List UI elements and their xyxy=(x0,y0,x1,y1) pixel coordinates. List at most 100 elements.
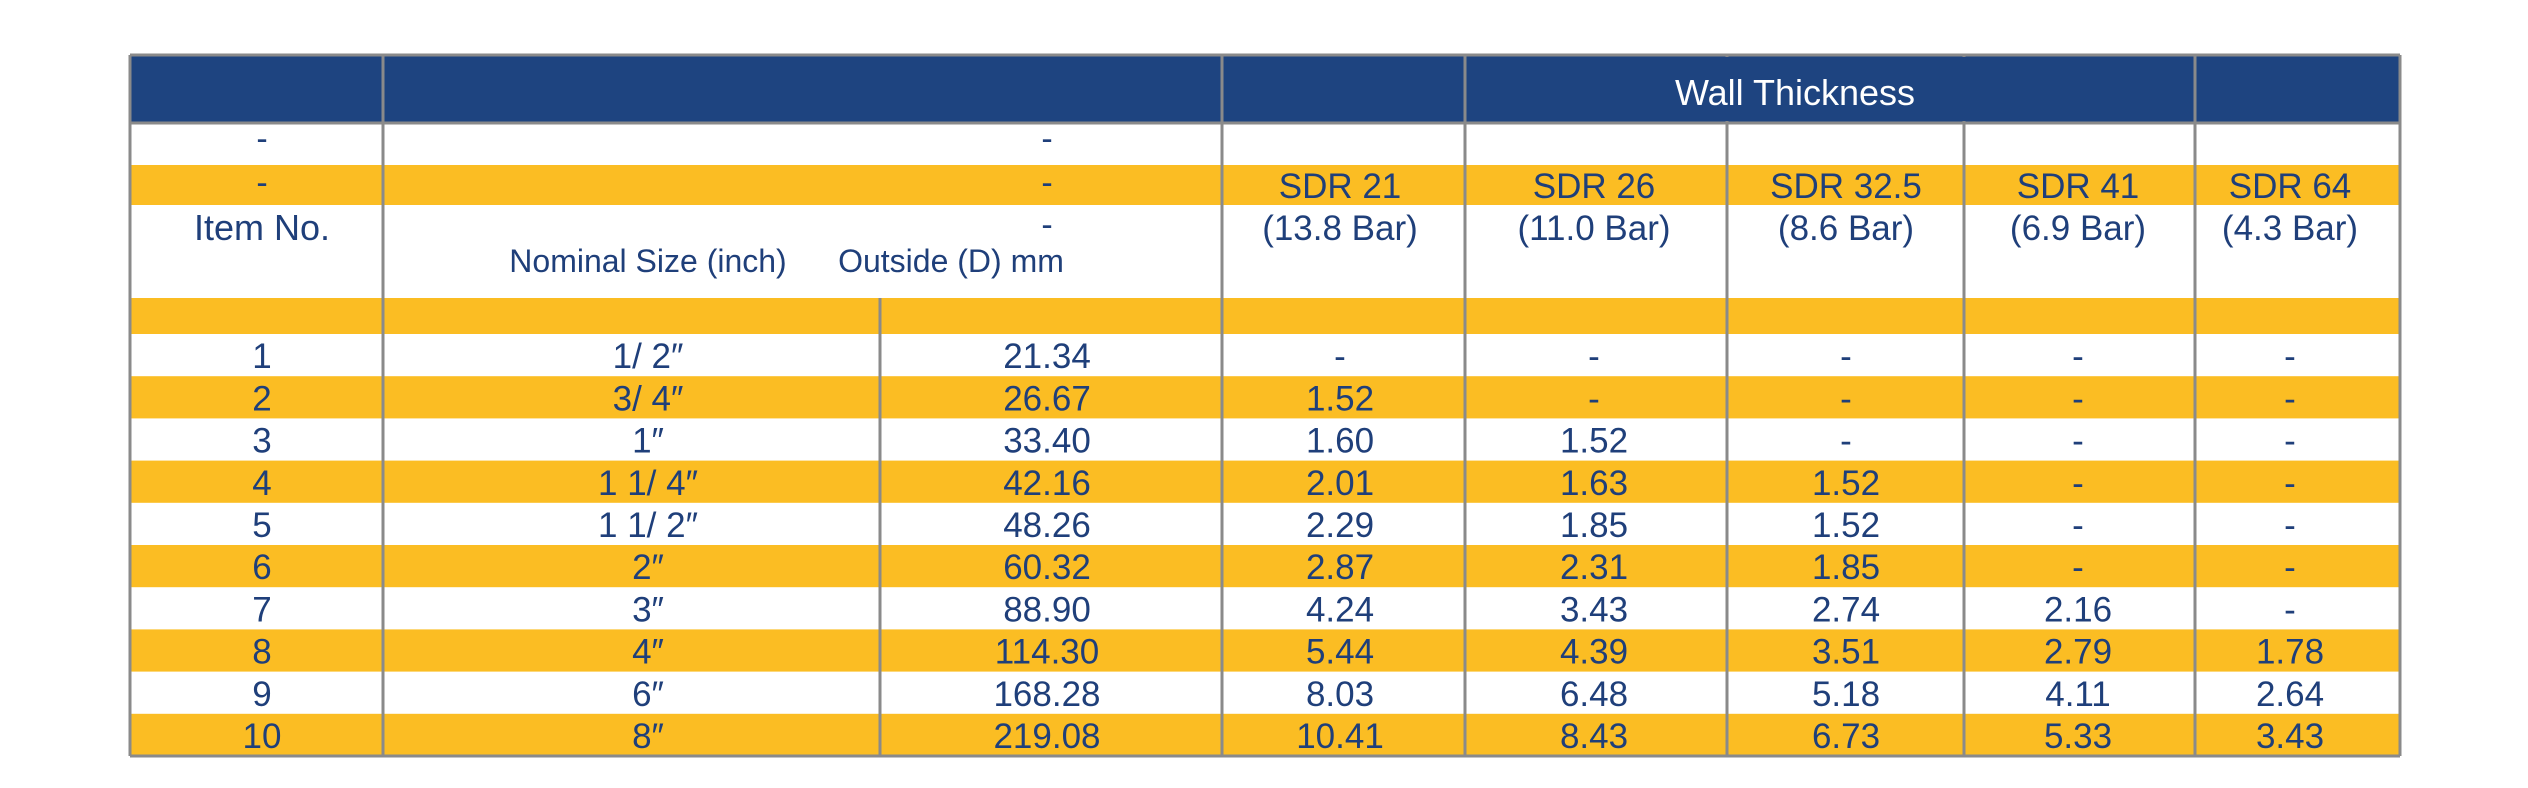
wall-thickness-cell: - xyxy=(2284,422,2296,461)
header-dash: - xyxy=(1041,164,1052,202)
table-row: 6 2″ 60.32 2.87 2.31 1.85 - - xyxy=(252,548,2296,587)
wall-thickness-cell: 5.18 xyxy=(1812,675,1880,714)
wall-thickness-cell: 8.43 xyxy=(1560,717,1628,756)
table-row: 7 3″ 88.90 4.24 3.43 2.74 2.16 - xyxy=(252,590,2296,629)
sdr-21-pressure: (13.8 Bar) xyxy=(1262,209,1418,248)
wall-thickness-cell: 2.16 xyxy=(2044,590,2112,629)
group-header-wall-thickness: Wall Thickness xyxy=(1675,72,1915,113)
wall-thickness-cell: - xyxy=(2284,337,2296,376)
table-row: 4 1 1/ 4″ 42.16 2.01 1.63 1.52 - - xyxy=(252,464,2296,503)
wall-thickness-cell: 2.74 xyxy=(1812,590,1880,629)
row-band xyxy=(130,545,2400,588)
wall-thickness-cell: 5.33 xyxy=(2044,717,2112,756)
wall-thickness-cell: - xyxy=(2284,548,2296,587)
wall-thickness-cell: 2.87 xyxy=(1306,548,1374,587)
sdr-64-pressure: (4.3 Bar) xyxy=(2222,209,2358,248)
header-span-mask xyxy=(1725,57,1729,121)
wall-thickness-cell: 1.85 xyxy=(1560,506,1628,545)
wall-thickness-cell: - xyxy=(1334,337,1346,376)
header-band xyxy=(130,55,2400,123)
outside-diameter-cell: 60.32 xyxy=(1003,548,1091,587)
wall-thickness-cell: 6.73 xyxy=(1812,717,1880,756)
nominal-size-cell: 8″ xyxy=(632,717,664,756)
table-text: Wall Thickness - - - - - Item No. Nomina… xyxy=(194,72,2358,279)
outside-diameter-cell: 33.40 xyxy=(1003,422,1091,461)
wall-thickness-cell: 3.43 xyxy=(1560,590,1628,629)
row-band xyxy=(130,629,2400,672)
wall-thickness-cell: 1.63 xyxy=(1560,464,1628,503)
outside-diameter-cell: 114.30 xyxy=(995,633,1099,672)
wall-thickness-cell: - xyxy=(1840,422,1852,461)
header-dash: - xyxy=(1041,120,1052,158)
sdr-41-header: SDR 41 xyxy=(2017,167,2140,206)
wall-thickness-cell: - xyxy=(2284,506,2296,545)
sdr-32-5-pressure: (8.6 Bar) xyxy=(1778,209,1914,248)
nominal-size-cell: 1/ 2″ xyxy=(613,337,684,376)
nominal-size-cell: 4″ xyxy=(632,633,664,672)
outside-diameter-cell: 21.34 xyxy=(1003,337,1091,376)
item-no-cell: 4 xyxy=(252,464,271,503)
header-gold-band xyxy=(130,298,2400,334)
data-rows: 1 1/ 2″ 21.34- - - - -2 3/ 4″ 26.67 1.52- - - -3 1″ 33… xyxy=(243,337,2325,756)
sdr-26-header: SDR 26 xyxy=(1533,167,1656,206)
nominal-size-cell: 1 1/ 4″ xyxy=(598,464,698,503)
wall-thickness-cell: - xyxy=(2072,337,2084,376)
wall-thickness-cell: 4.24 xyxy=(1306,590,1374,629)
wall-thickness-cell: - xyxy=(2072,464,2084,503)
wall-thickness-cell: - xyxy=(2284,379,2296,418)
nominal-size-cell: 6″ xyxy=(632,675,664,714)
wall-thickness-cell: - xyxy=(2072,548,2084,587)
wall-thickness-cell: 4.11 xyxy=(2045,675,2111,714)
wall-thickness-cell: 8.03 xyxy=(1306,675,1374,714)
header-span-mask xyxy=(1962,57,1966,121)
table-row: 8 4″ 114.30 5.44 4.39 3.51 2.79 1.78 xyxy=(252,633,2324,672)
table-row: 1 1/ 2″ 21.34 - - - - - xyxy=(252,337,2296,376)
item-no-cell: 10 xyxy=(243,717,282,756)
wall-thickness-cell: 2.01 xyxy=(1306,464,1374,503)
table-row: 9 6″ 168.28 8.03 6.48 5.18 4.11 2.64 xyxy=(252,675,2324,714)
wall-thickness-cell: 2.29 xyxy=(1306,506,1374,545)
sdr-64-header: SDR 64 xyxy=(2229,167,2352,206)
wall-thickness-cell: 1.52 xyxy=(1306,379,1374,418)
wall-thickness-cell: 3.51 xyxy=(1812,633,1880,672)
outside-diameter-cell: 168.28 xyxy=(993,675,1100,714)
item-no-header: Item No. xyxy=(194,207,330,248)
header-dash: - xyxy=(256,164,267,202)
nominal-size-cell: 3″ xyxy=(632,590,664,629)
header-dash: - xyxy=(1041,206,1052,244)
sdr-26-pressure: (11.0 Bar) xyxy=(1517,209,1670,248)
table-row: 5 1 1/ 2″ 48.26 2.29 1.85 1.52 - - xyxy=(252,506,2296,545)
sdr-41-pressure: (6.9 Bar) xyxy=(2010,209,2146,248)
outside-diameter-cell: 88.90 xyxy=(1003,590,1091,629)
item-no-cell: 2 xyxy=(252,379,271,418)
wall-thickness-cell: - xyxy=(1588,379,1600,418)
header-gold-band xyxy=(130,165,2400,205)
nominal-size-header: Nominal Size (inch) xyxy=(509,243,786,279)
wall-thickness-cell: 3.43 xyxy=(2256,717,2324,756)
wall-thickness-cell: 2.31 xyxy=(1560,548,1628,587)
item-no-cell: 3 xyxy=(252,422,271,461)
row-band xyxy=(130,460,2400,503)
wall-thickness-cell: - xyxy=(2072,506,2084,545)
wall-thickness-cell: 1.52 xyxy=(1812,506,1880,545)
wall-thickness-cell: 6.48 xyxy=(1560,675,1628,714)
row-bands xyxy=(130,55,2400,756)
table-grid xyxy=(128,53,2402,758)
item-no-cell: 8 xyxy=(252,633,271,672)
table-row: 2 3/ 4″ 26.67 1.52 - - - - xyxy=(252,379,2296,418)
wall-thickness-cell: - xyxy=(2284,464,2296,503)
row-band xyxy=(130,713,2400,756)
sdr-32-5-header: SDR 32.5 xyxy=(1770,167,1922,206)
item-no-cell: 9 xyxy=(252,675,271,714)
item-no-cell: 7 xyxy=(252,590,271,629)
item-no-cell: 5 xyxy=(252,506,271,545)
wall-thickness-cell: 2.79 xyxy=(2044,633,2112,672)
item-no-cell: 1 xyxy=(252,337,271,376)
item-no-cell: 6 xyxy=(252,548,271,587)
nominal-size-cell: 3/ 4″ xyxy=(613,379,684,418)
outside-diameter-cell: 219.08 xyxy=(993,717,1100,756)
header-dash: - xyxy=(256,120,267,158)
wall-thickness-cell: 2.64 xyxy=(2256,675,2324,714)
nominal-size-cell: 1 1/ 2″ xyxy=(598,506,698,545)
